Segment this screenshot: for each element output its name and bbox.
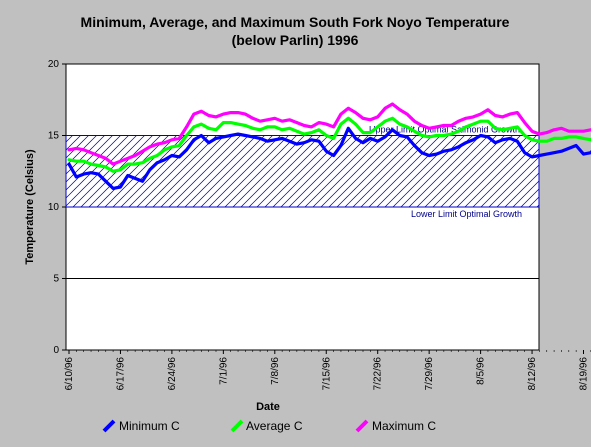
x-tick-label: 6/10/96 — [64, 357, 75, 391]
series-line-maximum-c — [67, 102, 591, 166]
y-tick-label: 0 — [53, 345, 59, 356]
legend-label-maximum: Maximum C — [372, 419, 436, 433]
chart-title-line1: Minimum, Average, and Maximum South Fork… — [81, 14, 510, 30]
legend-swatch-maximum — [355, 419, 369, 433]
x-tick-label: 7/8/96 — [270, 357, 281, 385]
x-tick-label: 7/22/96 — [373, 357, 384, 391]
x-tick-label: 6/24/96 — [167, 357, 178, 391]
legend-swatch-minimum — [102, 419, 116, 433]
legend-label-minimum: Minimum C — [119, 419, 180, 433]
y-axis-ticks: 0 5 10 15 20 — [48, 59, 66, 356]
y-tick-label: 10 — [48, 202, 60, 213]
series-line-minimum-c — [67, 126, 591, 190]
series-layer — [67, 102, 591, 190]
x-axis-ticks: 6/10/96 6/17/96 6/24/96 7/1/96 7/8/96 7/15/96… — [64, 350, 591, 390]
legend: Minimum C Average C Maximum C — [102, 419, 436, 433]
y-tick-label: 20 — [48, 59, 60, 70]
x-axis-label: Date — [256, 401, 280, 413]
series-line-average-c — [67, 116, 591, 173]
legend-swatch-average — [230, 419, 244, 433]
upper-limit-annotation: Upper Limit Optimal Salmonid Growth — [369, 125, 520, 135]
x-tick-label: 7/29/96 — [424, 357, 435, 391]
chart-title-line2: (below Parlin) 1996 — [232, 32, 359, 48]
lower-limit-annotation: Lower Limit Optimal Growth — [411, 209, 522, 219]
x-tick-label: 7/15/96 — [321, 357, 332, 391]
x-tick-label: 8/19/96 — [579, 357, 590, 391]
x-tick-label: 8/12/96 — [527, 357, 538, 391]
y-tick-label: 5 — [53, 274, 59, 285]
optimal-growth-band — [65, 135, 540, 208]
x-tick-label: 7/1/96 — [218, 357, 229, 385]
y-tick-label: 15 — [48, 131, 60, 142]
legend-label-average: Average C — [246, 419, 303, 433]
x-tick-label: 8/5/96 — [476, 357, 487, 385]
x-tick-label: 6/17/96 — [115, 357, 126, 391]
y-axis-label: Temperature (Celsius) — [24, 149, 36, 265]
